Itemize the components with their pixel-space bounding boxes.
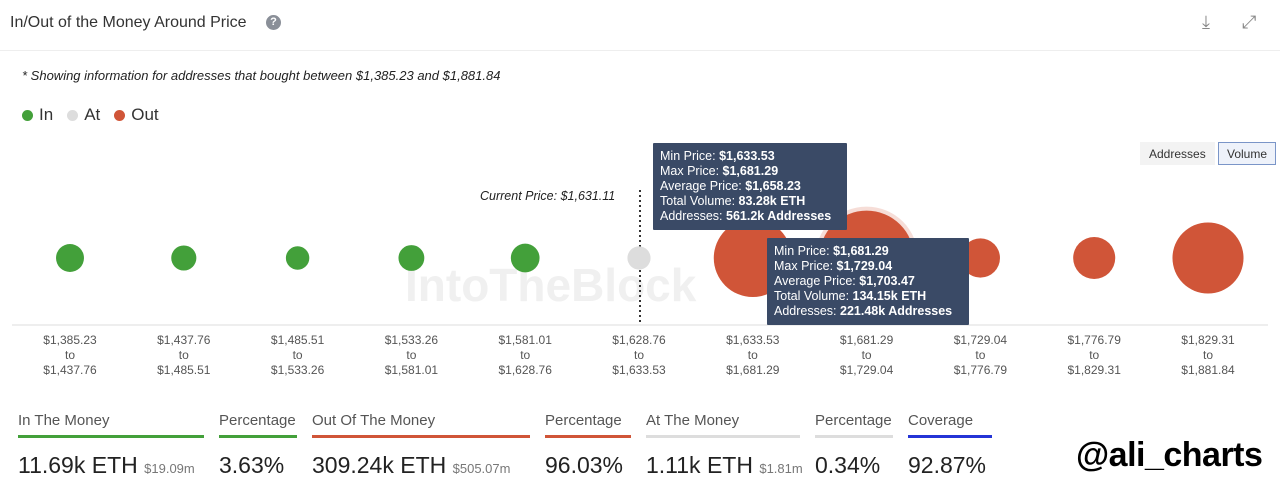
bubble-in [171, 245, 197, 271]
background-watermark: IntoTheBlock [405, 259, 697, 311]
x-tick-label: $1,681.29 [840, 333, 894, 347]
bubble-out [960, 238, 1000, 278]
legend-dot [114, 109, 126, 121]
stat-coverage: Coverage 92.87% [908, 412, 992, 479]
bubble-in [56, 244, 84, 272]
stat-out-percentage: Percentage 96.03% [545, 412, 631, 479]
stat-label: At The Money [646, 412, 800, 438]
divider [0, 50, 1280, 51]
question-circle-icon[interactable]: ? [266, 15, 281, 30]
x-tick-label: $1,776.79 [1068, 333, 1122, 347]
stat-in-percentage: Percentage 3.63% [219, 412, 297, 479]
range-note: * Showing information for addresses that… [22, 68, 501, 83]
x-tick-label: $1,485.51 [271, 333, 325, 347]
x-tick-label: to [520, 348, 530, 362]
bubble-at [627, 246, 651, 270]
expand-icon[interactable]: ⤢ [1242, 12, 1257, 32]
stat-value: 3.63% [219, 452, 285, 478]
x-tick-label: to [1089, 348, 1099, 362]
x-tick-label: $1,581.01 [499, 333, 553, 347]
legend: In At Out [22, 105, 159, 125]
x-tick-label: $1,881.84 [1181, 363, 1235, 377]
stat-label: Out Of The Money [312, 412, 530, 438]
tooltip: Min Price: $1,633.53 Max Price: $1,681.2… [653, 143, 847, 230]
stat-sub: $1.81m [759, 461, 803, 476]
x-tick-label: $1,485.51 [157, 363, 211, 377]
stat-out-of-the-money: Out Of The Money 309.24k ETH $505.07m [312, 412, 530, 479]
stat-in-the-money: In The Money 11.69k ETH $19.09m [18, 412, 204, 479]
stat-value: 0.34% [815, 452, 881, 478]
legend-item-at[interactable]: At [67, 105, 100, 125]
stat-value: 96.03% [545, 452, 624, 478]
x-tick-label: to [179, 348, 189, 362]
legend-label: In [39, 105, 54, 124]
x-tick-label: $1,533.26 [385, 333, 439, 347]
stat-sub: $19.09m [144, 461, 195, 476]
current-price-label: Current Price: $1,631.11 [480, 189, 616, 203]
download-icon[interactable]: ⤓ [1202, 12, 1210, 32]
stat-at-percentage: Percentage 0.34% [815, 412, 893, 479]
stat-value: 92.87% [908, 452, 987, 478]
stat-label: Coverage [908, 412, 992, 438]
x-tick-label: to [293, 348, 303, 362]
bubble-in [285, 246, 310, 270]
x-tick-label: $1,628.76 [499, 363, 553, 377]
x-tick-label: to [748, 348, 758, 362]
author-watermark: @ali_charts [1076, 436, 1263, 474]
legend-label: Out [131, 105, 159, 124]
stat-label: Percentage [545, 412, 631, 438]
legend-item-in[interactable]: In [22, 105, 53, 125]
stat-value: 309.24k ETH [312, 452, 447, 478]
x-tick-label: to [975, 348, 985, 362]
x-tick-label: $1,829.31 [1181, 333, 1235, 347]
x-tick-label: $1,729.04 [840, 363, 894, 377]
x-tick-label: $1,437.76 [43, 363, 97, 377]
bubble-in [398, 245, 425, 271]
stat-at-the-money: At The Money 1.11k ETH $1.81m [646, 412, 803, 479]
x-tick-label: to [406, 348, 416, 362]
legend-dot [22, 109, 33, 121]
x-tick-label: $1,776.79 [954, 363, 1008, 377]
volume-toggle[interactable]: Volume [1218, 142, 1277, 165]
stat-value: 1.11k ETH [646, 452, 753, 478]
x-tick-label: to [634, 348, 644, 362]
page-title: In/Out of the Money Around Price [10, 14, 247, 31]
stat-label: Percentage [815, 412, 893, 438]
x-tick-label: $1,681.29 [726, 363, 780, 377]
x-tick-label: $1,437.76 [157, 333, 211, 347]
x-tick-label: $1,581.01 [385, 363, 439, 377]
x-tick-label: $1,633.53 [612, 363, 666, 377]
legend-item-out[interactable]: Out [114, 105, 159, 125]
x-tick-label: $1,829.31 [1068, 363, 1122, 377]
stat-value: 11.69k ETH [18, 452, 138, 478]
bubble-out [1073, 236, 1116, 280]
x-tick-label: $1,729.04 [954, 333, 1008, 347]
stat-label: In The Money [18, 412, 204, 438]
legend-label: At [84, 105, 101, 124]
x-tick-label: to [862, 348, 872, 362]
x-tick-label: to [65, 348, 75, 362]
tooltip: Min Price: $1,681.29 Max Price: $1,729.0… [767, 238, 969, 325]
bubble-out [1172, 222, 1244, 294]
bubble-in [510, 243, 540, 273]
stat-sub: $505.07m [452, 461, 511, 476]
x-tick-label: $1,628.76 [612, 333, 666, 347]
bubble-chart: $1,385.23to$1,437.76$1,437.76to$1,485.51… [12, 190, 1268, 377]
x-tick-label: to [1203, 348, 1213, 362]
addresses-toggle[interactable]: Addresses [1140, 142, 1215, 165]
x-tick-label: $1,533.26 [271, 363, 325, 377]
x-tick-label: $1,385.23 [43, 333, 97, 347]
legend-dot [67, 109, 79, 121]
stat-label: Percentage [219, 412, 297, 438]
x-tick-label: $1,633.53 [726, 333, 780, 347]
